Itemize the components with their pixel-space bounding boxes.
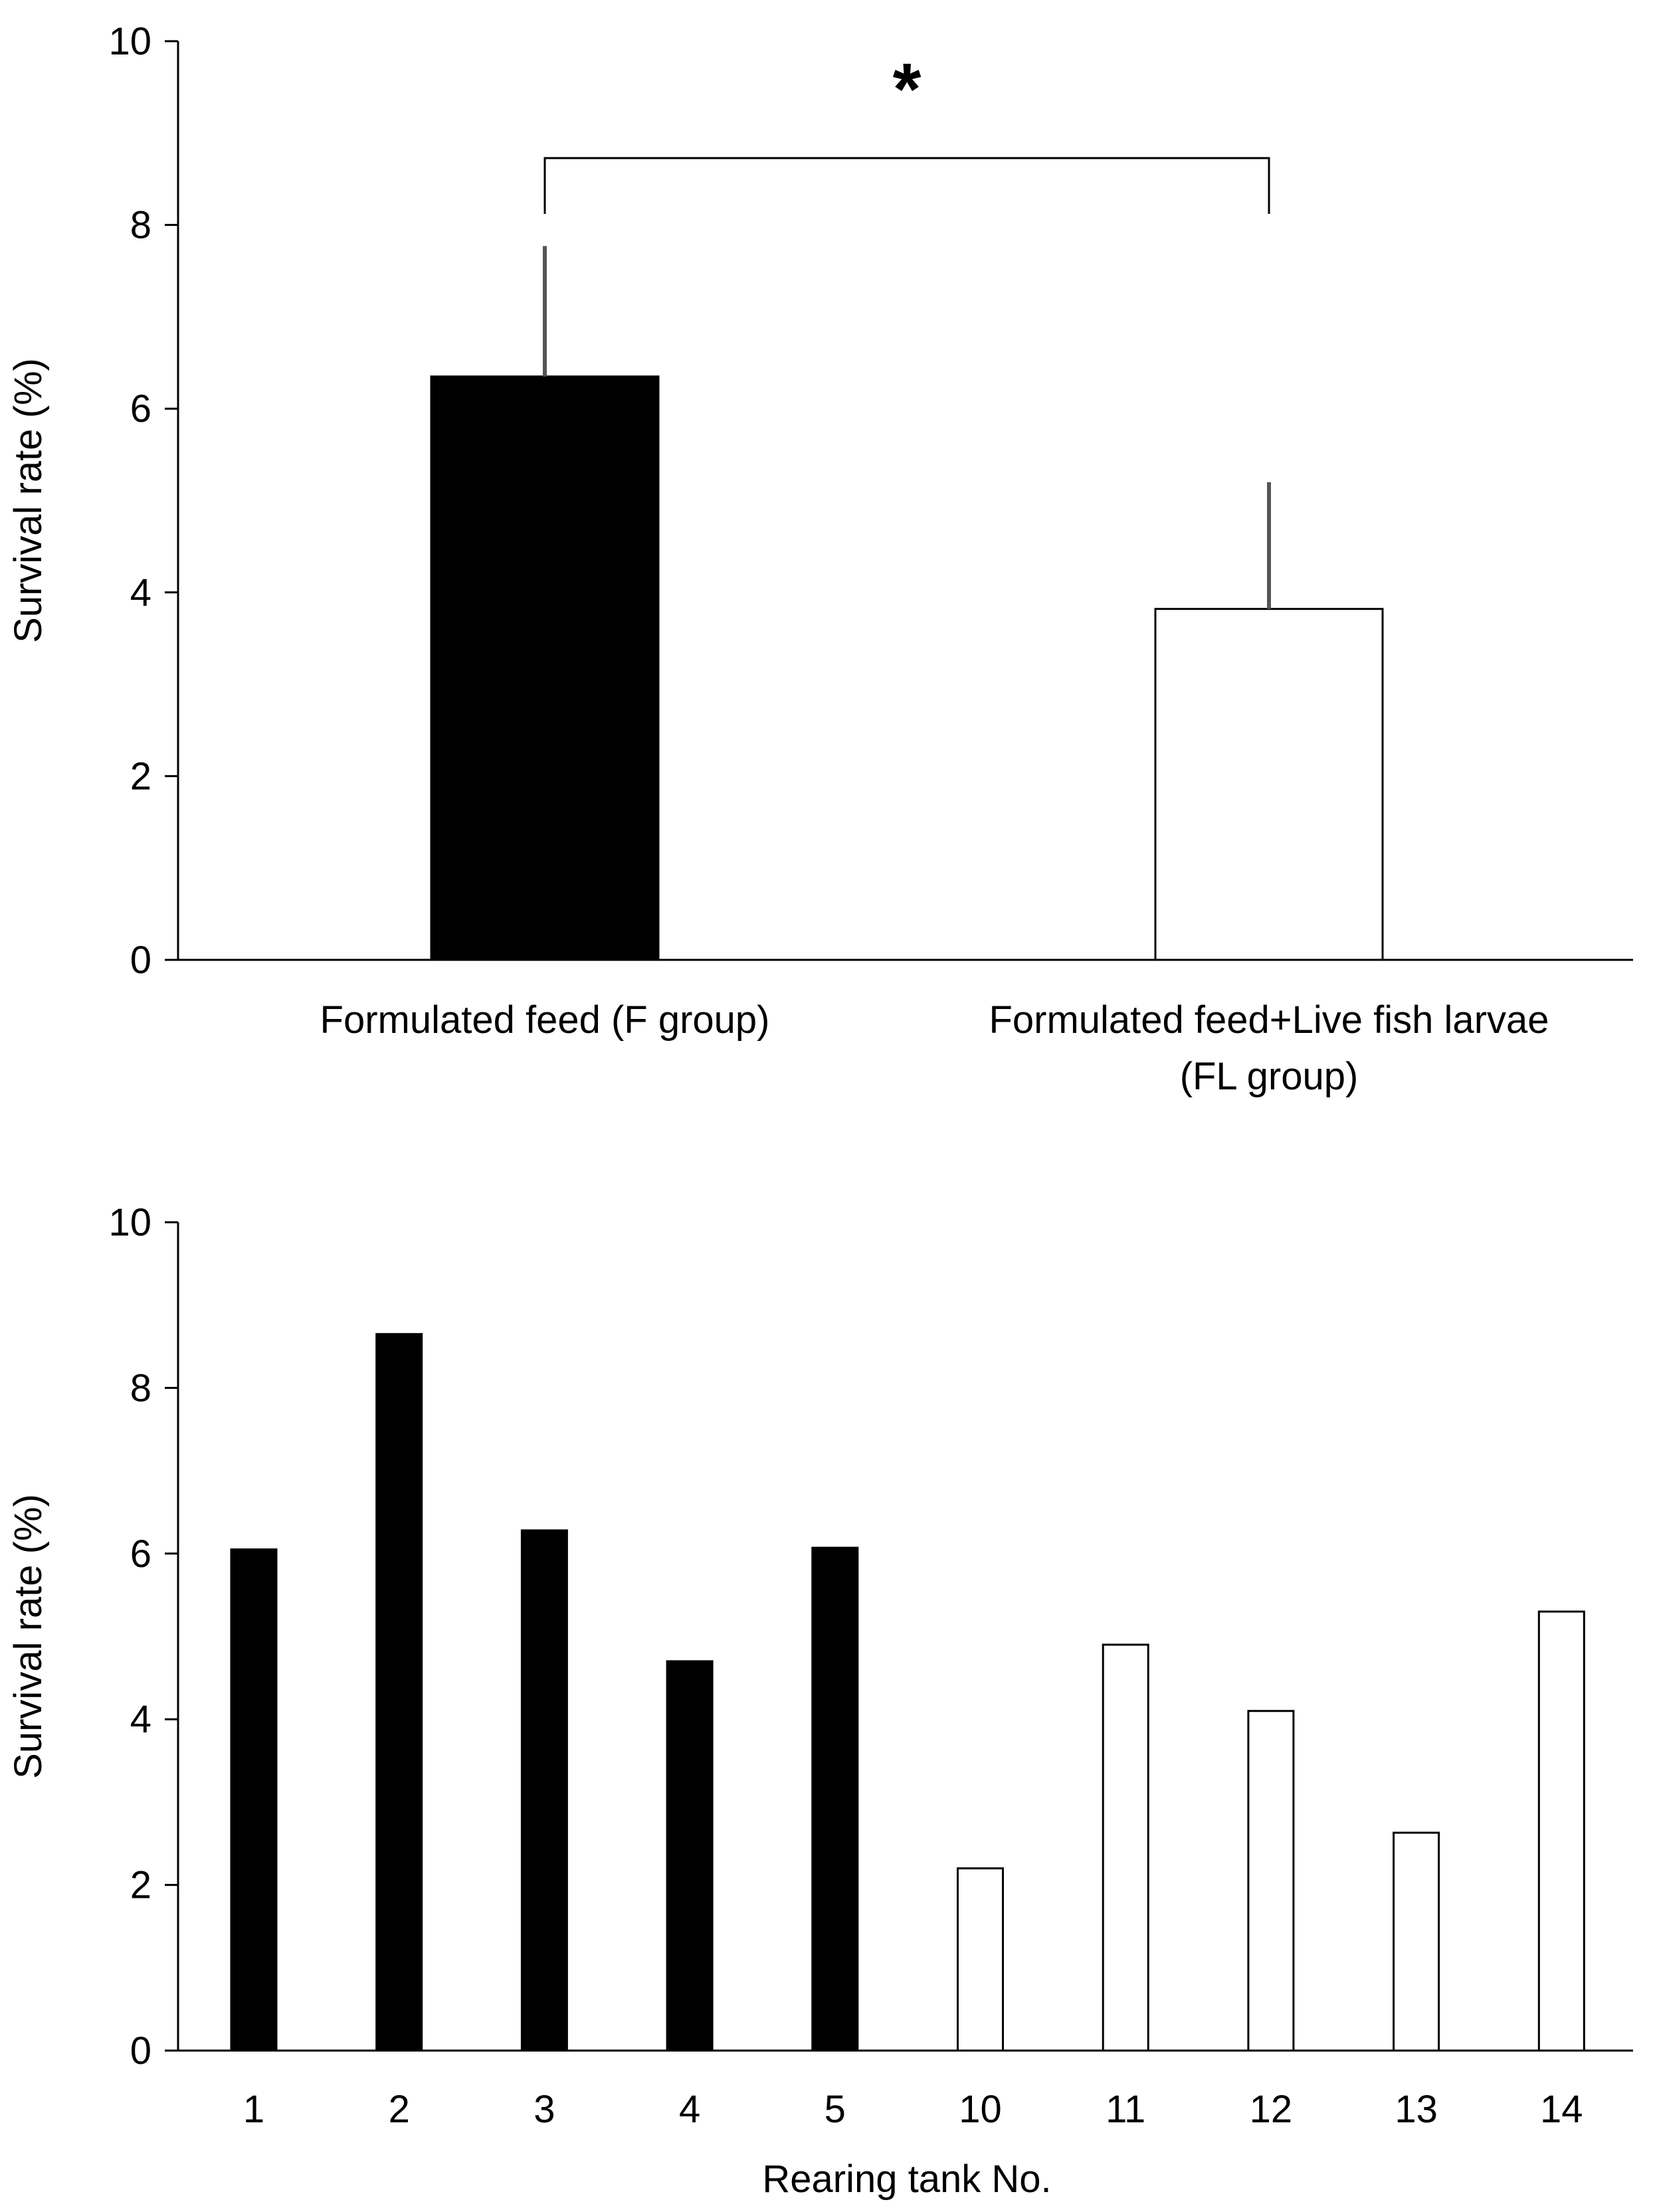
x-axis-title: Rearing tank No. (762, 2158, 1051, 2201)
y-tick-label: 2 (130, 755, 151, 798)
x-tick-label: 10 (959, 2088, 1002, 2131)
bar (811, 1546, 859, 2052)
y-tick-label: 10 (108, 1201, 151, 1244)
x-tick-label: 3 (534, 2088, 555, 2131)
y-tick-label: 2 (130, 1864, 151, 1907)
bar (1102, 1643, 1149, 2052)
x-tick-label: 1 (243, 2088, 264, 2131)
y-tick-label: 6 (130, 1532, 151, 1576)
x-tick-label: 2 (389, 2088, 410, 2131)
bar (957, 1867, 1004, 2052)
bar (230, 1548, 278, 2052)
significance-bracket (543, 157, 1270, 214)
x-tick-label: 12 (1250, 2088, 1293, 2131)
bar (666, 1660, 714, 2052)
x-category-label: Formulated feed (F group) (320, 998, 770, 1042)
y-tick-label: 0 (130, 939, 151, 982)
bar (1393, 1831, 1440, 2052)
y-tick-label: 8 (130, 1366, 151, 1410)
y-tick-label: 8 (130, 204, 151, 247)
y-tick-label: 4 (130, 1698, 151, 1741)
y-axis-title: Survival rate (%) (7, 1494, 50, 1779)
bar (1154, 608, 1384, 961)
bar (375, 1333, 423, 2052)
x-tick-label: 13 (1395, 2088, 1438, 2131)
x-tick-label: 11 (1106, 2088, 1145, 2131)
y-tick-label: 4 (130, 571, 151, 614)
bar (1247, 1710, 1295, 2052)
bar (520, 1529, 568, 2052)
bar (1537, 1610, 1585, 2052)
chart-survival-by-group: 0 2 4 6 8 10 Survival rate (%) Formulated feed … (7, 20, 1633, 1098)
y-tick-label: 6 (130, 387, 151, 430)
x-category-sublabel: (FL group) (1180, 1055, 1359, 1098)
significance-annotation: * (893, 48, 922, 130)
x-tick-label: 5 (825, 2088, 846, 2131)
x-tick-label: 14 (1540, 2088, 1583, 2131)
y-tick-label: 10 (108, 20, 151, 63)
y-tick-label: 0 (130, 2029, 151, 2073)
bar (430, 375, 660, 961)
x-category-label: Formulated feed+Live fish larvae (989, 998, 1549, 1042)
y-axis-title: Survival rate (%) (7, 358, 50, 643)
x-tick-label: 4 (679, 2088, 700, 2131)
